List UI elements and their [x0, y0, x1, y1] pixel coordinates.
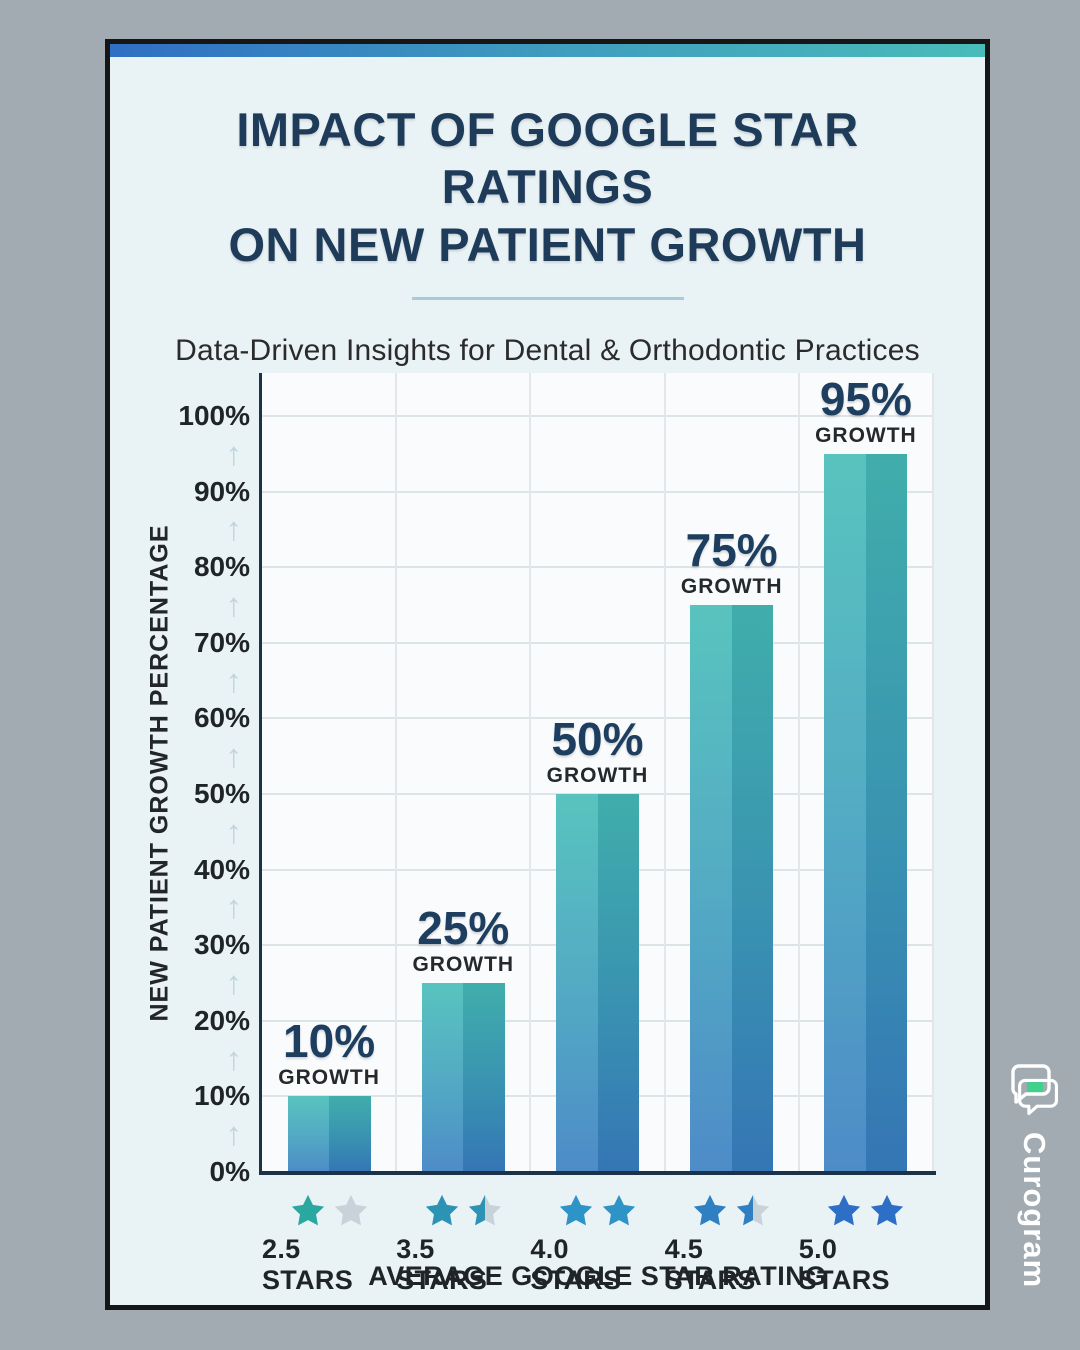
y-axis-arrow-icon: ↑ [225, 964, 243, 1001]
bar-growth-label: GROWTH [546, 764, 649, 787]
bar-value-label: 95% [819, 372, 912, 425]
chart-area: NEW PATIENT GROWTH PERCENTAGE AVERAGE GO… [110, 44, 985, 1305]
page-title-line2: ON NEW PATIENT GROWTH [228, 217, 867, 271]
star-icon [468, 1194, 501, 1226]
y-tick-label: 90% [193, 475, 250, 507]
bar [421, 983, 505, 1172]
y-tick-label: 70% [193, 626, 250, 658]
y-tick-label: 10% [193, 1080, 250, 1112]
bar [690, 605, 774, 1172]
x-category-group: 2.5 STARS [262, 1192, 396, 1296]
x-category-label: 4.0 STARS [530, 1234, 622, 1295]
star-icon [602, 1194, 636, 1226]
bar-value-label: 25% [417, 902, 510, 954]
gridline-v [932, 373, 934, 1172]
x-category-group: 5.0 STARS [799, 1192, 933, 1296]
bar-value-label: 75% [685, 524, 778, 576]
y-axis-arrow-icon: ↑ [225, 586, 243, 623]
bar-growth-label: GROWTH [412, 953, 515, 976]
title-divider [411, 296, 684, 300]
bar-value-label: 10% [283, 1015, 376, 1068]
bar-value-label: 50% [551, 713, 644, 765]
bar-label: 75% GROWTH [665, 521, 799, 599]
page-title-line1: IMPACT OF GOOGLE STAR RATINGS [236, 103, 859, 214]
star-icon [694, 1194, 727, 1226]
star-rating-icons [422, 1192, 505, 1230]
y-axis-line [259, 373, 262, 1175]
x-category-label: 3.5 STARS [396, 1234, 488, 1295]
y-axis-arrow-icon: ↑ [225, 737, 243, 775]
star-icon [828, 1194, 861, 1226]
gridline-h [262, 415, 933, 417]
gridline-v [529, 373, 532, 1172]
bar-growth-label: GROWTH [278, 1066, 380, 1090]
star-rating-icons [288, 1192, 371, 1230]
page-title: IMPACT OF GOOGLE STAR RATINGS ON NEW PAT… [145, 101, 950, 273]
y-tick-label: 0% [209, 1156, 250, 1187]
bar [824, 453, 908, 1173]
bar-label: 50% GROWTH [530, 710, 664, 788]
y-axis-arrow-icon: ↑ [225, 812, 243, 850]
x-category-group: 4.0 STARS [530, 1192, 664, 1296]
y-axis-arrow-icon: ↑ [225, 888, 243, 926]
infographic-card: IMPACT OF GOOGLE STAR RATINGS ON NEW PAT… [105, 39, 990, 1310]
page-subtitle: Data-Driven Insights for Dental & Orthod… [175, 333, 920, 367]
watermark: Curogram [998, 1060, 1070, 1288]
bar [287, 1096, 371, 1172]
star-rating-icons [690, 1192, 773, 1230]
y-tick-label: 100% [178, 400, 250, 431]
bar-growth-label: GROWTH [815, 423, 917, 447]
y-axis-arrow-icon: ↑ [225, 510, 243, 548]
y-axis-arrow-icon: ↑ [225, 661, 243, 699]
bar-label: 95% GROWTH [799, 370, 933, 448]
y-axis-arrow-icon: ↑ [225, 1039, 243, 1077]
x-category-group: 3.5 STARS [396, 1192, 530, 1296]
x-axis-line [259, 1171, 936, 1175]
gridline-v [663, 373, 666, 1172]
watermark-text: Curogram [1017, 1132, 1052, 1289]
y-tick-label: 80% [193, 551, 250, 583]
x-category-label: 4.5 STARS [664, 1234, 756, 1295]
gridline-h [262, 717, 933, 720]
y-tick-label: 60% [193, 702, 250, 734]
y-axis-arrow-icon: ↑ [225, 1115, 243, 1153]
curogram-logo-icon [1011, 1064, 1059, 1116]
x-category-label: 2.5 STARS [262, 1234, 354, 1295]
y-tick-label: 40% [193, 853, 250, 885]
bar-label: 25% GROWTH [396, 899, 530, 977]
star-rating-icons [824, 1192, 907, 1230]
y-axis-arrow-icon: ↑ [225, 434, 243, 472]
y-tick-label: 30% [193, 929, 250, 961]
star-icon [737, 1194, 770, 1226]
y-tick-label: 50% [193, 778, 250, 809]
x-category-group: 4.5 STARS [665, 1192, 799, 1296]
gridline-h [262, 641, 933, 644]
y-tick-label: 20% [193, 1004, 250, 1036]
x-category-label: 5.0 STARS [798, 1234, 890, 1295]
star-icon [425, 1194, 458, 1226]
gridline-h [262, 490, 933, 493]
star-icon [334, 1194, 367, 1226]
bar-growth-label: GROWTH [680, 575, 783, 598]
star-icon [291, 1194, 324, 1226]
star-icon [559, 1194, 593, 1226]
star-rating-icons [556, 1192, 639, 1230]
topbar-gradient [110, 44, 985, 57]
bar-label: 10% GROWTH [262, 1012, 396, 1090]
gridline-v [797, 373, 800, 1172]
x-axis-title: AVERAGE GOOGLE STAR RATING [368, 1261, 827, 1291]
star-icon [871, 1194, 904, 1226]
gridline-v [395, 373, 398, 1172]
gridline-h [262, 566, 933, 569]
bar [556, 794, 639, 1172]
